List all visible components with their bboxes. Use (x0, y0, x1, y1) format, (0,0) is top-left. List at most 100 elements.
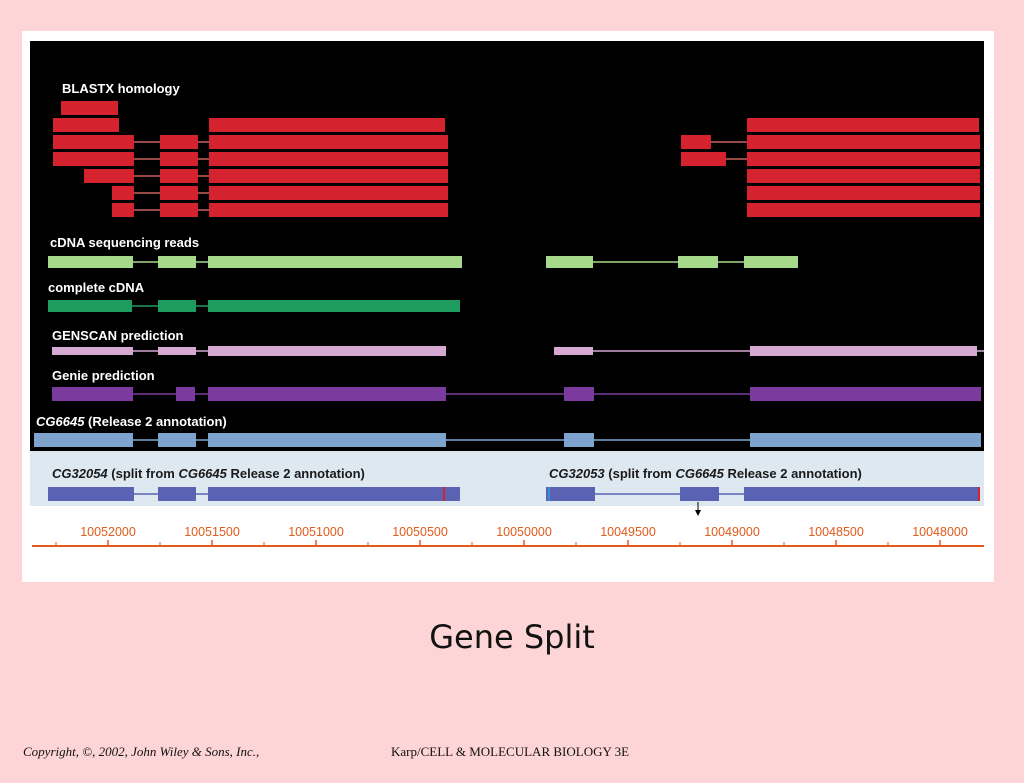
split-right-exon (680, 487, 719, 501)
cdna-exon (48, 300, 132, 312)
split-right-exon (546, 487, 595, 501)
blastx-hit (112, 186, 134, 200)
blastx-hit (209, 169, 448, 183)
cdna-read-exon (158, 256, 196, 268)
axis-tick-label: 10050000 (496, 525, 552, 539)
split-right-gene: CG32053 (549, 466, 605, 481)
blastx-hit (747, 186, 980, 200)
cdna-exon (158, 300, 196, 312)
genscan-exon (208, 346, 446, 356)
blastx-hit (160, 152, 198, 166)
axis-tick-label: 10051500 (184, 525, 240, 539)
genie-label: Genie prediction (52, 368, 155, 383)
split-left-parent: CG6645 (178, 466, 227, 481)
cdna-read-exon (208, 256, 462, 268)
cdna-reads-label: cDNA sequencing reads (50, 235, 199, 250)
release2-gene-name: CG6645 (36, 414, 85, 429)
blastx-hit (747, 203, 980, 217)
split-right-rest: Release 2 annotation) (724, 466, 862, 481)
axis-tick-label: 10052000 (80, 525, 136, 539)
genome-browser-svg: BLASTX homology cDNA sequencing reads co… (30, 41, 984, 547)
cdna-read-exon (678, 256, 718, 268)
split-left-mid: (split from (108, 466, 179, 481)
split-right-end-marker (978, 487, 980, 501)
genscan-exon (750, 346, 977, 356)
cdna-read-exon (744, 256, 798, 268)
cdna-exon (208, 300, 460, 312)
genie-exon (176, 387, 195, 401)
release2-exon (564, 433, 594, 447)
blastx-hit (747, 152, 980, 166)
genscan-exon (52, 347, 133, 355)
genome-browser-figure: BLASTX homology cDNA sequencing reads co… (22, 31, 994, 582)
genscan-label: GENSCAN prediction (52, 328, 184, 343)
split-left-exon (208, 487, 460, 501)
release2-track (34, 433, 981, 447)
source-text: Karp/CELL & MOLECULAR BIOLOGY 3E (391, 744, 630, 759)
blastx-track (53, 101, 980, 217)
axis-tick-label: 10048000 (912, 525, 968, 539)
blastx-label: BLASTX homology (62, 81, 180, 96)
cdna-reads-track (48, 256, 798, 268)
blastx-hit (53, 135, 134, 149)
blastx-hit (61, 101, 118, 115)
coordinate-axis: 10052000 10051500 10051000 10050500 10050000… (32, 525, 984, 547)
release2-exon (158, 433, 196, 447)
blastx-hit (209, 152, 448, 166)
blastx-hit (112, 203, 134, 217)
genie-exon (564, 387, 594, 401)
complete-cdna-label: complete cDNA (48, 280, 145, 295)
blastx-hit (160, 169, 198, 183)
complete-cdna-track (48, 300, 460, 312)
split-track (48, 487, 980, 516)
split-right-exon (744, 487, 980, 501)
axis-tick-group: 10052000 10051500 10051000 10050500 10050000… (55, 525, 968, 546)
split-point-arrow-icon (695, 510, 701, 516)
cdna-read-exon (48, 256, 133, 268)
split-left-label: CG32054 (split from CG6645 Release 2 ann… (52, 466, 365, 481)
blastx-hit (160, 135, 198, 149)
blastx-hit (681, 152, 726, 166)
slide-title: Gene Split (429, 618, 595, 656)
blastx-hit (160, 203, 198, 217)
figure: BLASTX homology cDNA sequencing reads co… (22, 31, 994, 582)
split-right-mid: (split from (605, 466, 676, 481)
release2-label-rest: (Release 2 annotation) (84, 414, 226, 429)
blastx-hit (53, 152, 134, 166)
cdna-read-exon (546, 256, 593, 268)
blastx-hit (160, 186, 198, 200)
genscan-track (52, 346, 984, 356)
release2-label: CG6645 (Release 2 annotation) (36, 414, 227, 429)
tracks-panel (30, 41, 984, 451)
genie-exon (208, 387, 446, 401)
axis-tick-label: 10048500 (808, 525, 864, 539)
blastx-hit (209, 203, 448, 217)
split-right-parent: CG6645 (675, 466, 724, 481)
axis-tick-label: 10049500 (600, 525, 656, 539)
blastx-hit (209, 135, 448, 149)
genie-track (52, 387, 981, 401)
split-left-rest: Release 2 annotation) (227, 466, 365, 481)
split-left-exon (48, 487, 134, 501)
genie-exon (52, 387, 133, 401)
split-left-stop-marker (443, 487, 445, 501)
blastx-hit (747, 118, 979, 132)
copyright-text: Copyright, ©, 2002, John Wiley & Sons, I… (23, 744, 260, 759)
blastx-hit (747, 169, 980, 183)
axis-tick-label: 10050500 (392, 525, 448, 539)
release2-exon (750, 433, 981, 447)
split-left-exon (158, 487, 196, 501)
release2-exon (34, 433, 133, 447)
genie-exon (750, 387, 981, 401)
blastx-hit (84, 169, 134, 183)
split-right-label: CG32053 (split from CG6645 Release 2 ann… (549, 466, 862, 481)
axis-tick-label: 10051000 (288, 525, 344, 539)
blastx-hit (53, 118, 119, 132)
genscan-exon (554, 347, 593, 355)
release2-exon (208, 433, 446, 447)
axis-tick-label: 10049000 (704, 525, 760, 539)
split-left-gene: CG32054 (52, 466, 108, 481)
genscan-exon (158, 347, 196, 355)
blastx-hit (747, 135, 980, 149)
split-right-start-marker (548, 487, 550, 501)
